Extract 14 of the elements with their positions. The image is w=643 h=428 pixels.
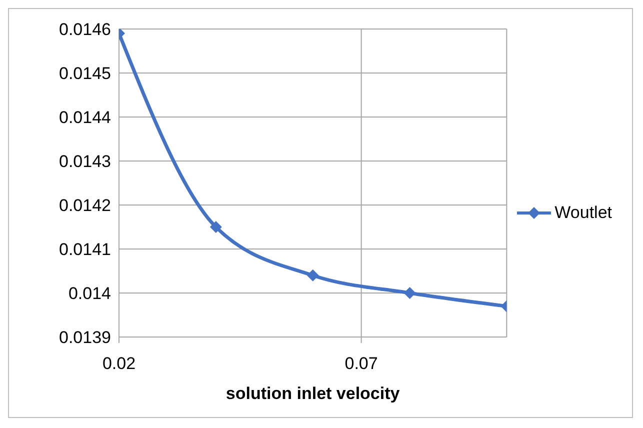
- y-tick-label: 0.0142: [59, 196, 111, 216]
- y-tick-label: 0.0141: [59, 240, 111, 260]
- y-tick-label: 0.0139: [59, 328, 111, 348]
- x-tick-label: 0.02: [102, 354, 136, 374]
- x-axis-title: solution inlet velocity: [226, 384, 400, 403]
- y-tick-label: 0.0143: [59, 152, 111, 172]
- point: [404, 287, 416, 299]
- y-tick-label: 0.0146: [59, 20, 111, 40]
- x-tick-label: 0.07: [344, 354, 378, 374]
- y-tick-label: 0.014: [68, 284, 111, 304]
- y-tick-label: 0.0144: [59, 108, 111, 128]
- point: [306, 269, 319, 282]
- y-tick-label: 0.0145: [59, 64, 111, 84]
- legend-label: Woutlet: [554, 203, 612, 223]
